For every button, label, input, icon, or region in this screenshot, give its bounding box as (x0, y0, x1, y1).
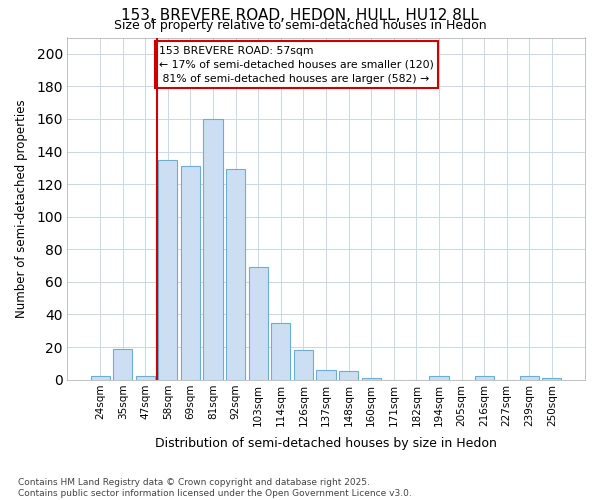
Bar (362, 378, 381, 380)
Y-axis label: Number of semi-detached properties: Number of semi-detached properties (15, 99, 28, 318)
Text: 153 BREVERE ROAD: 57sqm
← 17% of semi-detached houses are smaller (120)
 81% of : 153 BREVERE ROAD: 57sqm ← 17% of semi-de… (159, 46, 434, 84)
Bar (430, 376, 449, 380)
Bar (248, 267, 268, 380)
Bar (226, 170, 245, 380)
Bar (520, 376, 539, 380)
Bar (542, 378, 562, 380)
Bar (113, 348, 133, 380)
Bar (316, 370, 335, 380)
Bar (294, 350, 313, 380)
X-axis label: Distribution of semi-detached houses by size in Hedon: Distribution of semi-detached houses by … (155, 437, 497, 450)
Bar (339, 372, 358, 380)
Bar (475, 376, 494, 380)
Bar (271, 322, 290, 380)
Bar (181, 166, 200, 380)
Text: Contains HM Land Registry data © Crown copyright and database right 2025.
Contai: Contains HM Land Registry data © Crown c… (18, 478, 412, 498)
Bar (91, 376, 110, 380)
Bar (158, 160, 178, 380)
Text: 153, BREVERE ROAD, HEDON, HULL, HU12 8LL: 153, BREVERE ROAD, HEDON, HULL, HU12 8LL (121, 8, 479, 22)
Bar (203, 119, 223, 380)
Bar (136, 376, 155, 380)
Text: Size of property relative to semi-detached houses in Hedon: Size of property relative to semi-detach… (113, 18, 487, 32)
